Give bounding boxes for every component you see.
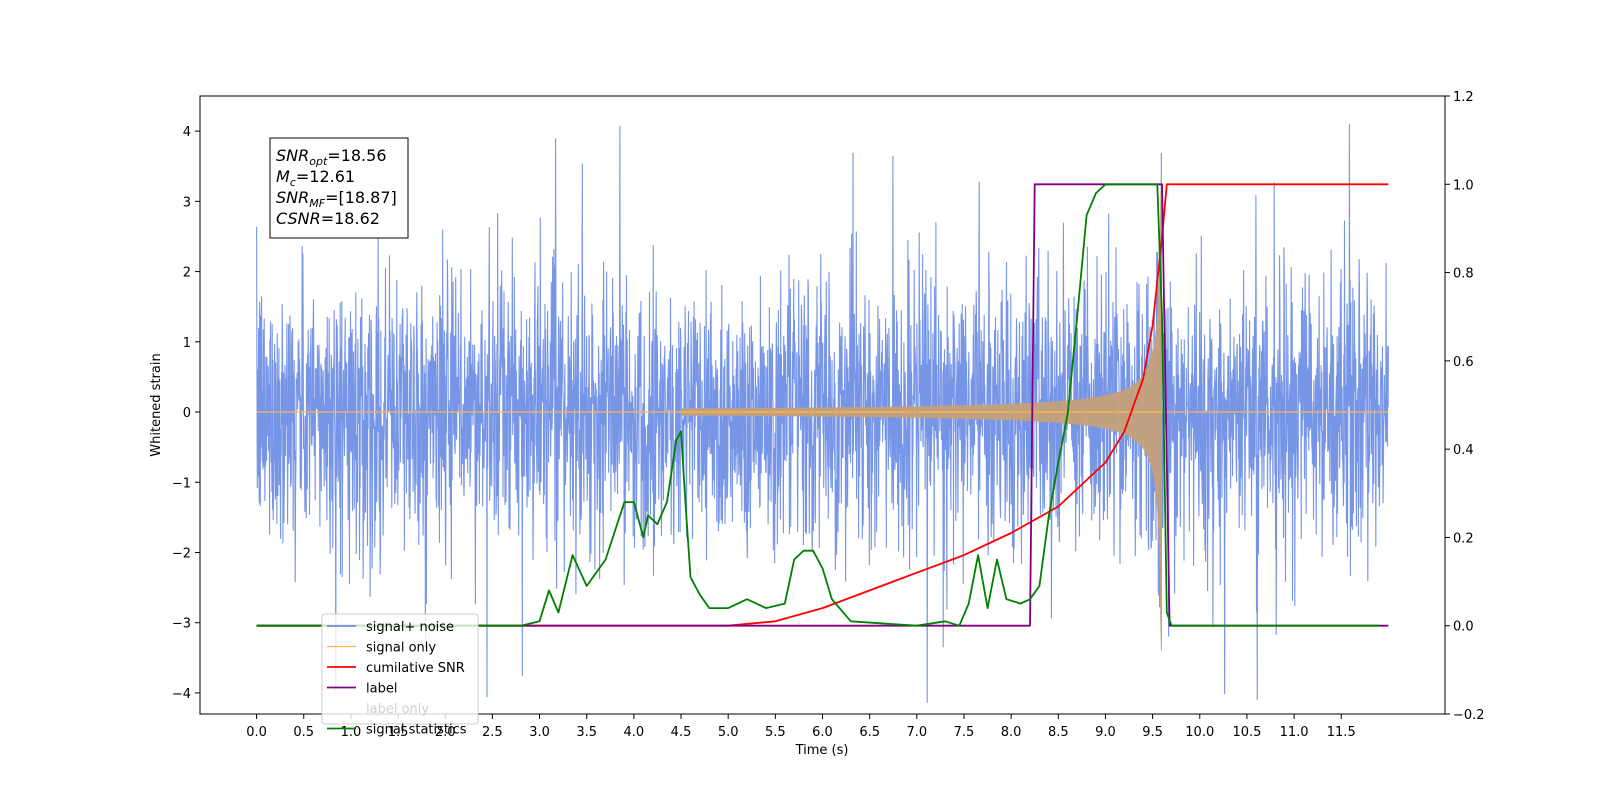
y-tick-label: 1 bbox=[183, 336, 191, 351]
x-tick-label: 9.0 bbox=[1095, 725, 1116, 740]
y-tick-label: −1 bbox=[172, 476, 191, 491]
y-tick-label: 2 bbox=[183, 266, 191, 281]
annotation-line: SNRMF=[18.87] bbox=[276, 188, 397, 210]
y-tick-label: −4 bbox=[172, 687, 191, 702]
legend: signal+ noise signal only cumilative SNR la… bbox=[321, 613, 479, 738]
y2-tick-label: 0.8 bbox=[1453, 267, 1474, 282]
metrics-annotation-box: SNRopt=18.56Mc=12.61SNRMF=[18.87]CSNR=18… bbox=[269, 137, 409, 239]
y-axis-left: 4 3 2 1 0 −1 −2 −3 −4 bbox=[172, 125, 200, 702]
annotation-value: =[18.87] bbox=[325, 188, 397, 207]
annotation-symbol: CSNR bbox=[276, 209, 321, 228]
x-tick-label: 0.0 bbox=[246, 725, 267, 740]
series-cumulative-snr bbox=[256, 183, 1389, 627]
legend-label: label bbox=[366, 682, 397, 697]
x-tick-label: 11.0 bbox=[1280, 725, 1309, 740]
y2-tick-label: 0.2 bbox=[1453, 531, 1474, 546]
annotation-subscript: MF bbox=[309, 197, 325, 210]
annotation-value: =18.56 bbox=[327, 146, 386, 165]
y2-tick-label: 1.0 bbox=[1453, 178, 1474, 193]
x-tick-label: 6.5 bbox=[859, 725, 880, 740]
annotation-symbol: SNR bbox=[276, 188, 309, 207]
annotation-subscript: c bbox=[290, 176, 296, 189]
annotation-symbol: SNR bbox=[276, 146, 309, 165]
y2-tick-label: 0.6 bbox=[1453, 355, 1474, 370]
y2-tick-label: 0.4 bbox=[1453, 443, 1474, 458]
x-tick-label: 1.0 bbox=[341, 725, 362, 740]
x-tick-label: 10.0 bbox=[1185, 725, 1214, 740]
legend-box bbox=[321, 613, 479, 725]
y2-tick-label: 0.0 bbox=[1453, 620, 1474, 635]
x-tick-label: 3.5 bbox=[576, 725, 597, 740]
x-tick-label: 11.5 bbox=[1327, 725, 1356, 740]
plot-area bbox=[256, 124, 1389, 704]
x-tick-label: 2.5 bbox=[482, 725, 503, 740]
x-tick-label: 4.0 bbox=[624, 725, 645, 740]
annotation-value: =18.62 bbox=[321, 209, 380, 228]
legend-label: signal statistics bbox=[366, 723, 467, 738]
x-tick-label: 7.0 bbox=[906, 725, 927, 740]
x-tick-label: 1.5 bbox=[388, 725, 409, 740]
annotation-line: CSNR=18.62 bbox=[276, 209, 380, 228]
series-signal-statistics bbox=[256, 183, 1379, 627]
x-axis-label: Time (s) bbox=[795, 743, 849, 758]
x-tick-label: 6.0 bbox=[812, 725, 833, 740]
y-tick-label: 0 bbox=[183, 406, 191, 421]
legend-label: label only bbox=[366, 702, 429, 717]
annotation-box bbox=[269, 137, 409, 239]
x-tick-label: 2.0 bbox=[435, 725, 456, 740]
y-axis-label: Whitened strain bbox=[149, 353, 164, 456]
x-tick-label: 9.5 bbox=[1142, 725, 1163, 740]
legend-label: signal only bbox=[366, 641, 436, 656]
y-axis-right: 1.2 1.0 0.8 0.6 0.4 0.2 0.0 −0.2 bbox=[1445, 90, 1485, 723]
x-tick-label: 3.0 bbox=[529, 725, 550, 740]
annotation-value: =12.61 bbox=[296, 167, 355, 186]
y-tick-label: −2 bbox=[172, 546, 191, 561]
y-tick-label: −3 bbox=[172, 617, 191, 632]
legend-label: signal+ noise bbox=[366, 620, 454, 635]
y2-tick-label: −0.2 bbox=[1453, 708, 1485, 723]
x-tick-label: 5.5 bbox=[765, 725, 786, 740]
x-tick-label: 4.5 bbox=[671, 725, 692, 740]
annotation-line: Mc=12.61 bbox=[276, 167, 355, 189]
x-tick-label: 5.0 bbox=[718, 725, 739, 740]
annotation-symbol: M bbox=[276, 167, 290, 186]
y2-tick-label: 1.2 bbox=[1453, 90, 1474, 105]
x-tick-label: 8.0 bbox=[1001, 725, 1022, 740]
series-signal-plus-noise bbox=[256, 124, 1389, 704]
x-tick-label: 8.5 bbox=[1048, 725, 1069, 740]
legend-label: cumilative SNR bbox=[366, 661, 465, 676]
y-tick-label: 3 bbox=[183, 195, 191, 210]
annotation-line: SNRopt=18.56 bbox=[276, 146, 387, 168]
x-tick-label: 0.5 bbox=[293, 725, 314, 740]
annotation-subscript: opt bbox=[309, 155, 328, 168]
x-tick-label: 7.5 bbox=[954, 725, 975, 740]
y-tick-label: 4 bbox=[183, 125, 191, 140]
x-tick-label: 10.5 bbox=[1232, 725, 1261, 740]
